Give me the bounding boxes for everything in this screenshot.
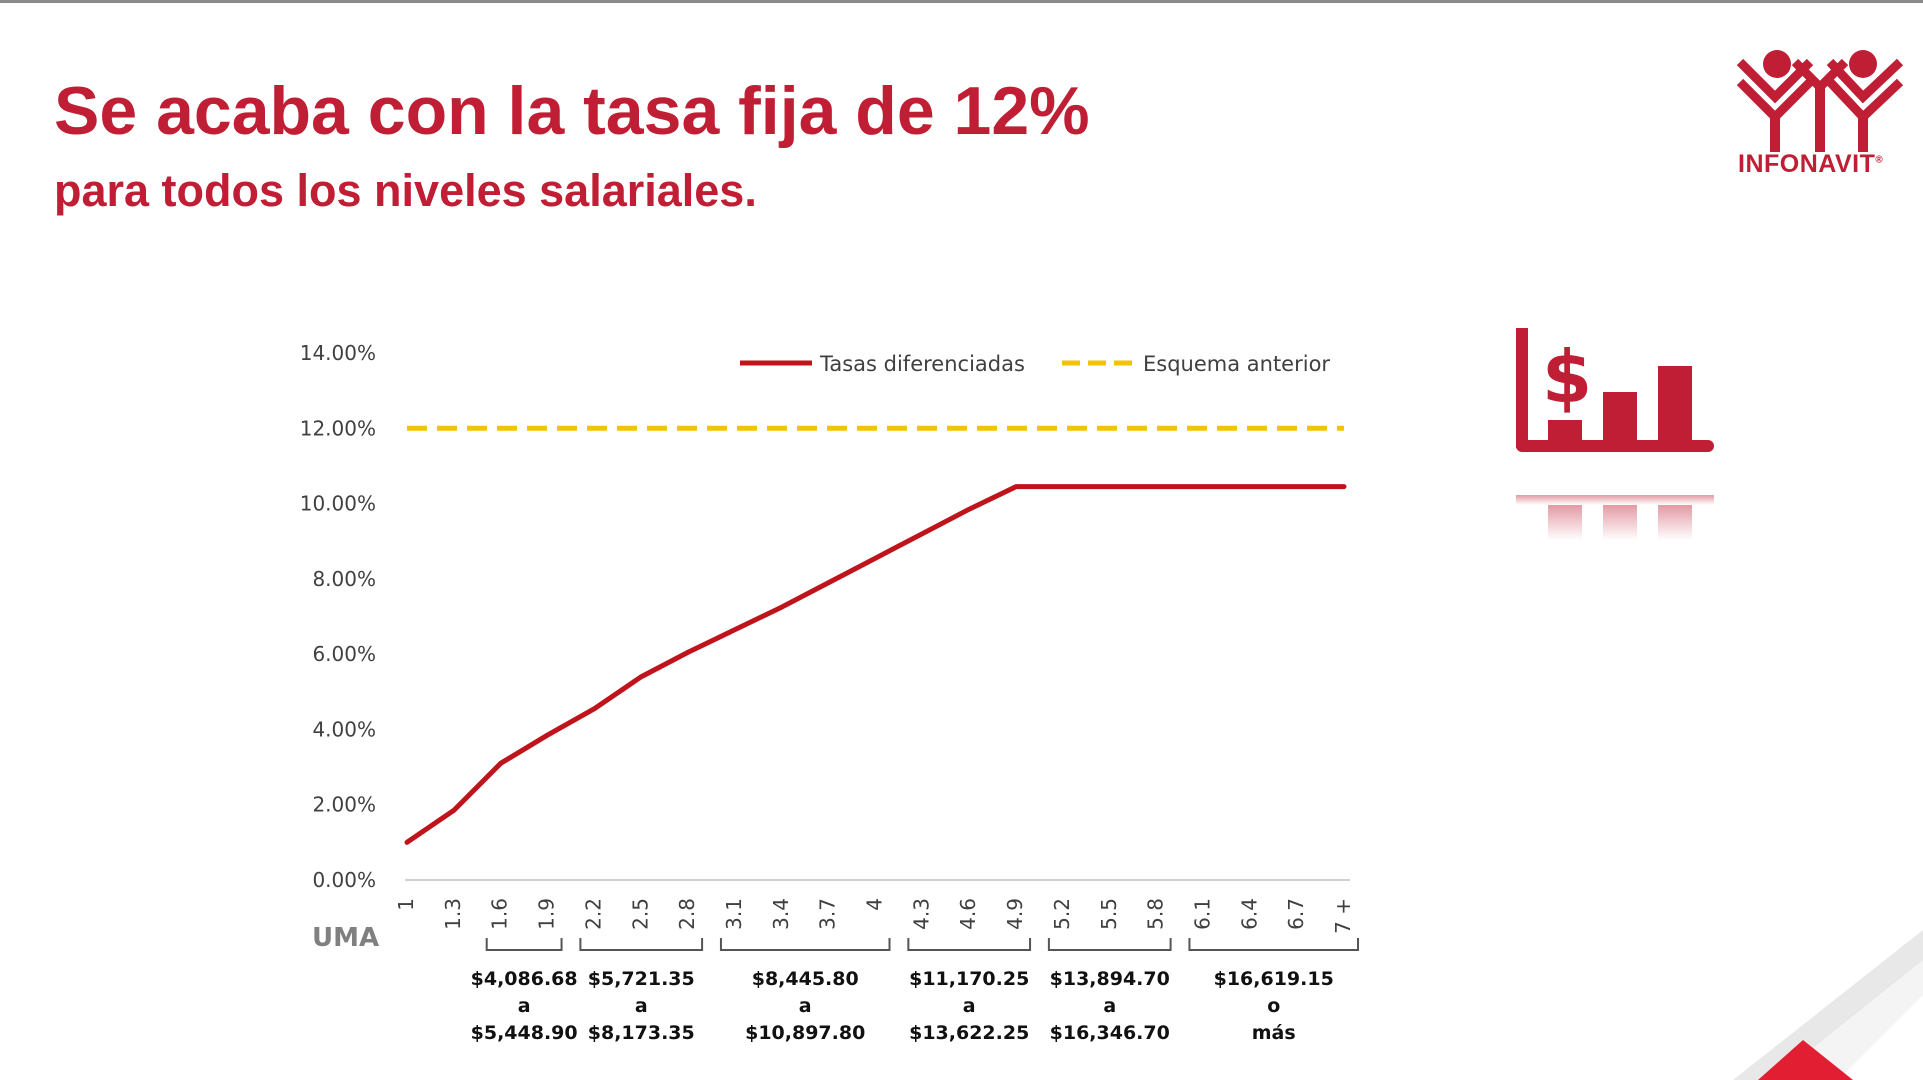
salary-range-label: $4,086.68	[471, 968, 578, 990]
page-subtitle: para todos los niveles salariales.	[54, 165, 757, 216]
y-tick-label: 6.00%	[312, 642, 376, 666]
logo-wordmark: INFONAVIT®	[1738, 150, 1884, 178]
salary-range-bracket	[485, 938, 563, 951]
page-title: Se acaba con la tasa fija de 12%	[54, 73, 1090, 149]
salary-range-label: a	[635, 995, 648, 1017]
x-tick-label: 4	[863, 898, 887, 911]
corner-decoration	[1733, 930, 1923, 1080]
x-tick-label: 1	[394, 898, 418, 911]
y-tick-label: 0.00%	[312, 868, 376, 892]
y-tick-label: 4.00%	[312, 717, 376, 741]
salary-range-label: más	[1252, 1022, 1296, 1044]
salary-range-label: $16,346.70	[1050, 1022, 1170, 1044]
x-tick-label: 4.3	[909, 898, 933, 930]
registered-mark: ®	[1875, 154, 1884, 166]
x-tick-label: 6.1	[1190, 898, 1214, 930]
y-tick-label: 12.00%	[300, 416, 376, 440]
x-tick-label: 4.9	[1003, 898, 1027, 930]
salary-range-label: o	[1267, 995, 1280, 1017]
salary-range-label: $16,619.15	[1214, 968, 1334, 990]
salary-range-label: $5,448.90	[471, 1022, 578, 1044]
y-tick-label: 2.00%	[312, 793, 376, 817]
x-tick-label: 2.2	[581, 898, 605, 930]
salary-range-label: $13,622.25	[909, 1022, 1029, 1044]
salary-range-bracket	[1188, 938, 1359, 951]
x-tick-label: 4.6	[956, 898, 980, 930]
salary-range-bracket	[1047, 938, 1172, 951]
legend-label-esquema-anterior: Esquema anterior	[1143, 352, 1330, 376]
series-line-tasas-diferenciadas	[404, 484, 1347, 845]
x-tick-label: 7 +	[1331, 898, 1355, 934]
salary-range-bracket	[719, 938, 891, 951]
x-tick-label: 6.4	[1237, 898, 1261, 930]
x-tick-label: 2.5	[628, 898, 652, 930]
x-tick-label: 3.7	[816, 898, 840, 930]
x-tick-label: 3.1	[722, 898, 746, 930]
salary-range-label: $5,721.35	[588, 968, 695, 990]
salary-range-label: $8,173.35	[588, 1022, 695, 1044]
top-border-line	[0, 0, 1923, 3]
x-tick-label: 6.7	[1284, 898, 1308, 930]
x-tick-label: 1.3	[441, 898, 465, 930]
salary-range-label: $11,170.25	[909, 968, 1029, 990]
salary-range-label: a	[1103, 995, 1116, 1017]
infonavit-houses-icon	[1736, 50, 1904, 152]
x-tick-label: 5.2	[1050, 898, 1074, 930]
x-tick-label: 5.8	[1144, 898, 1168, 930]
salary-range-label: $13,894.70	[1050, 968, 1170, 990]
x-tick-label: 2.8	[675, 898, 699, 930]
salary-range-label: a	[799, 995, 812, 1017]
salary-range-label: a	[963, 995, 976, 1017]
salary-range-bracket	[907, 938, 1032, 951]
dollar-bar-chart-icon: $	[1516, 328, 1714, 540]
svg-text:$: $	[1542, 335, 1592, 419]
salary-range-label: $8,445.80	[752, 968, 859, 990]
x-tick-label: 1.6	[488, 898, 512, 930]
x-tick-label: 1.9	[535, 898, 559, 930]
y-tick-label: 10.00%	[300, 492, 376, 516]
salary-range-label: $10,897.80	[745, 1022, 865, 1044]
salary-range-bracket	[579, 938, 704, 951]
y-tick-label: 8.00%	[312, 567, 376, 591]
salary-range-label: a	[518, 995, 531, 1017]
chart-legend: Tasas diferenciadas Esquema anterior	[740, 352, 1330, 376]
x-tick-label: 3.4	[769, 898, 793, 930]
legend-label-tasas-diferenciadas: Tasas diferenciadas	[819, 352, 1025, 376]
x-tick-label: 5.5	[1097, 898, 1121, 930]
y-tick-label: 14.00%	[300, 341, 376, 365]
x-axis-prefix-label: UMA	[312, 923, 379, 953]
